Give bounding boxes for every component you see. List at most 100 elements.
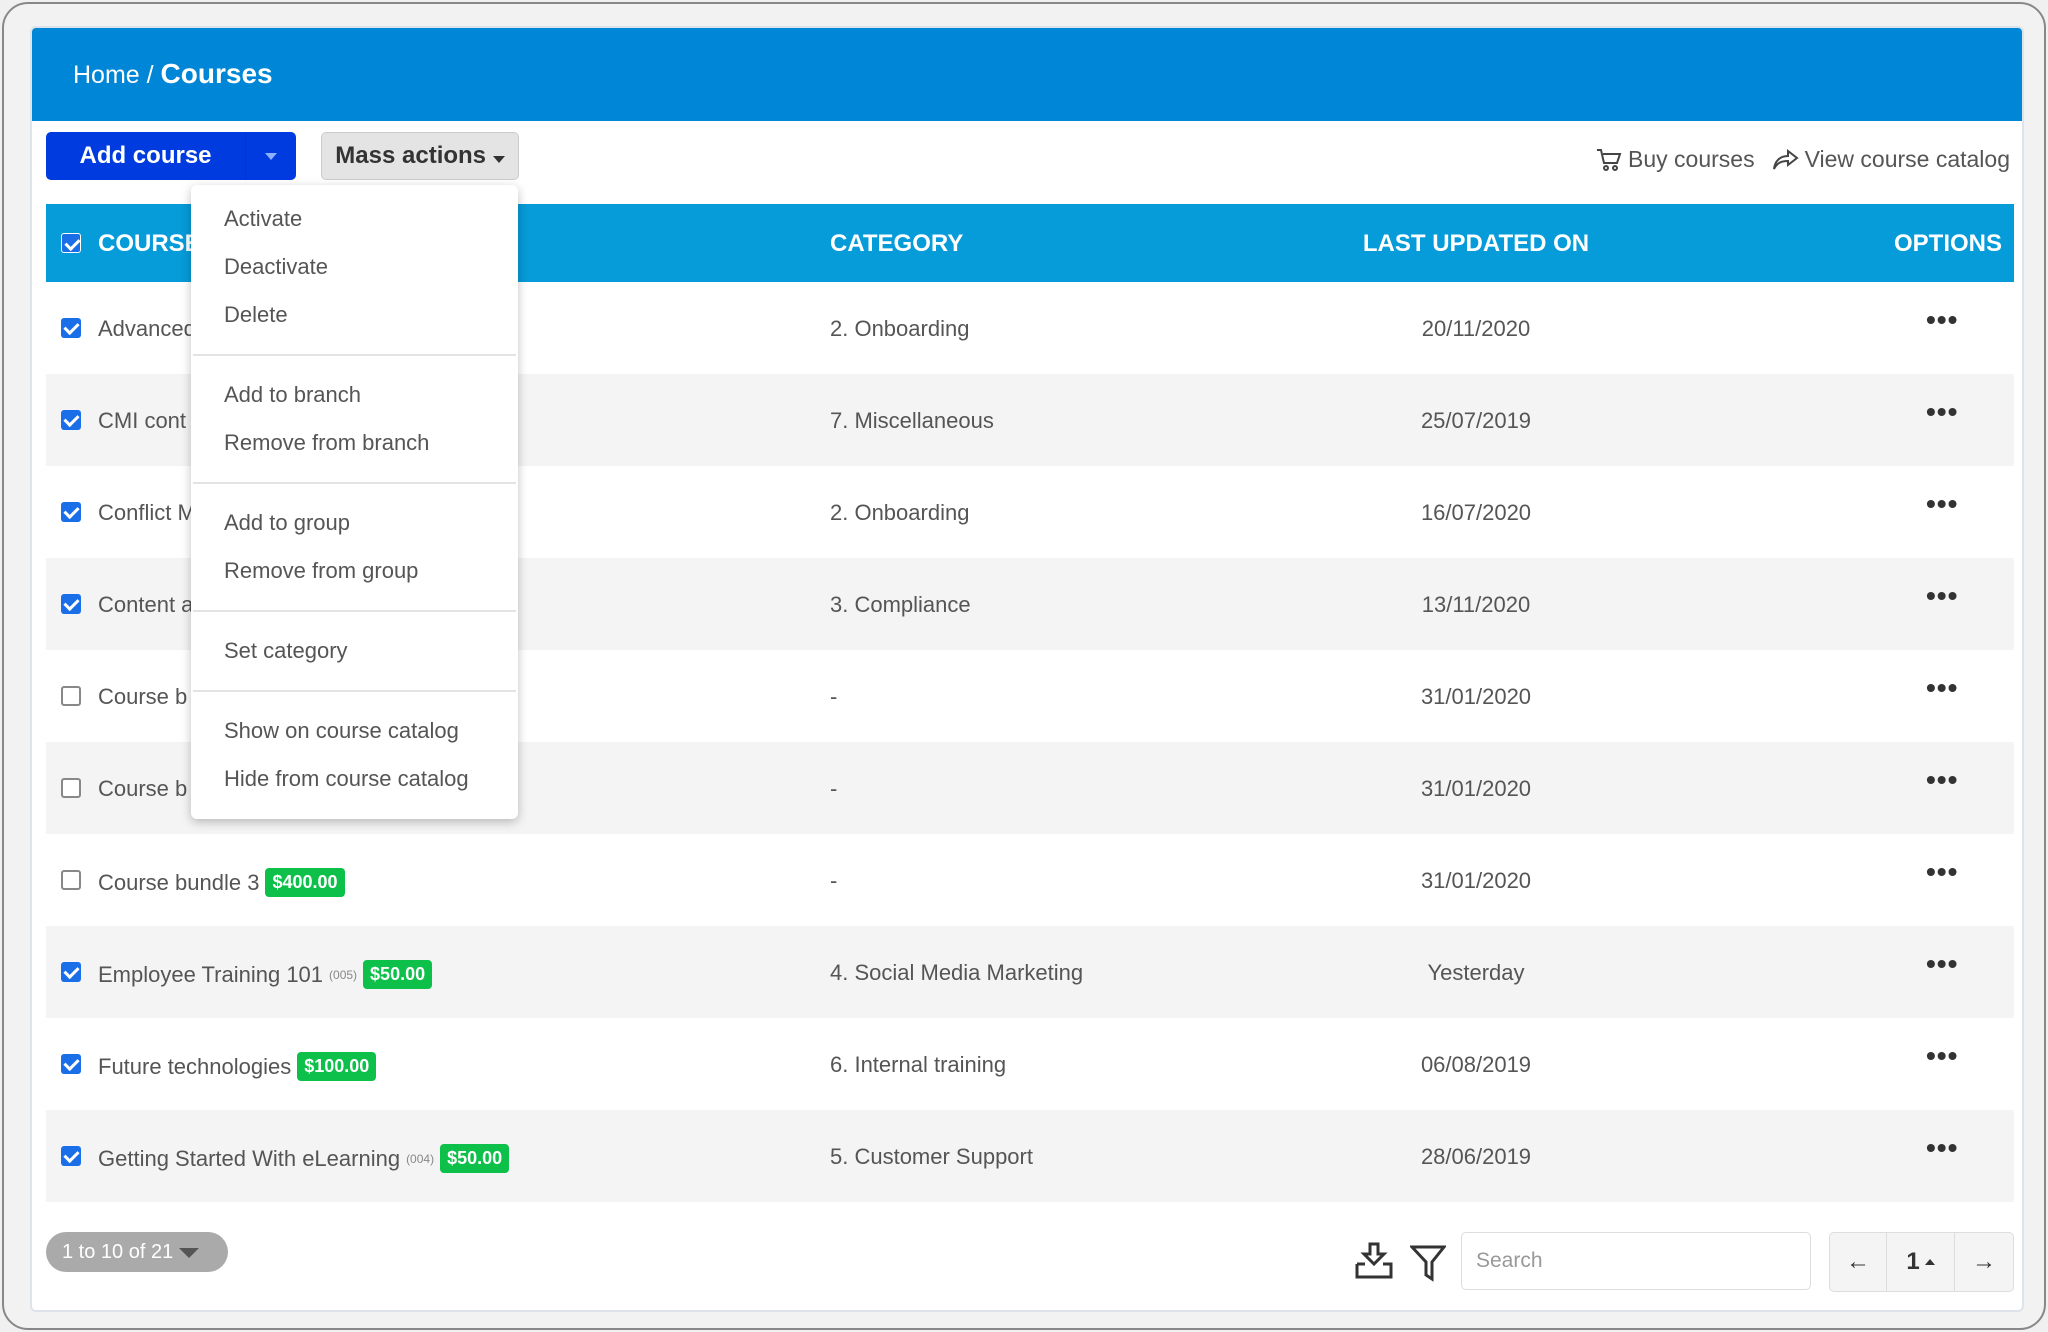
menu-item[interactable]: Activate: [224, 206, 303, 231]
menu-item[interactable]: Remove from group: [224, 558, 419, 583]
table-row[interactable]: Getting Started With eLearning (004) $50.0…: [46, 1110, 2014, 1202]
row-checkbox[interactable]: [61, 870, 81, 890]
breadcrumb-home[interactable]: Home: [73, 61, 140, 89]
add-course-label[interactable]: Add course: [46, 132, 246, 180]
last-updated-cell: 31/01/2020: [1420, 868, 1532, 893]
last-updated-cell: 06/08/2019: [1420, 1052, 1532, 1077]
page-selector[interactable]: 1: [1887, 1233, 1955, 1291]
course-name-cell[interactable]: Future technologies $100.00: [98, 1052, 377, 1081]
current-page: 1: [1906, 1248, 1920, 1275]
course-name[interactable]: Advanced: [98, 316, 196, 341]
column-last-updated[interactable]: LAST UPDATED ON: [1362, 230, 1590, 257]
courses-page: Home / Courses Add course Mass actions B…: [30, 26, 2024, 1312]
breadcrumb-separator: /: [146, 61, 154, 89]
row-checkbox[interactable]: [61, 318, 81, 338]
course-name-cell[interactable]: CMI cont: [98, 408, 186, 434]
options-menu-icon[interactable]: •••: [1926, 396, 1959, 427]
pagination-range-selector[interactable]: 1 to 10 of 21: [46, 1232, 228, 1272]
course-name[interactable]: Future technologies: [98, 1053, 292, 1079]
row-checkbox[interactable]: [61, 778, 81, 798]
course-name[interactable]: Course b: [98, 684, 188, 709]
last-updated-cell: 31/01/2020: [1420, 684, 1532, 709]
menu-item[interactable]: Remove from branch: [224, 430, 430, 455]
course-name-cell[interactable]: Course bundle 3 $400.00: [98, 868, 345, 897]
course-name-cell[interactable]: Employee Training 101 (005) $50.00: [98, 960, 433, 989]
table-row[interactable]: Conflict M 2. Onboarding 16/07/2020 •••: [46, 466, 2014, 558]
add-course-dropdown-toggle[interactable]: [246, 132, 296, 180]
prev-page-button[interactable]: ←: [1830, 1233, 1887, 1291]
table-row[interactable]: Course b - 31/01/2020 •••: [46, 650, 2014, 742]
last-updated-cell: 28/06/2019: [1420, 1144, 1532, 1169]
options-menu-icon[interactable]: •••: [1926, 672, 1959, 703]
select-all-checkbox[interactable]: [61, 233, 81, 253]
menu-item[interactable]: Deactivate: [224, 254, 328, 279]
table-row[interactable]: Course bundle 3 $400.00 - 31/01/2020 •••: [46, 834, 2014, 926]
menu-item[interactable]: Delete: [224, 302, 288, 327]
mass-actions-button[interactable]: Mass actions: [321, 132, 519, 180]
options-menu-icon[interactable]: •••: [1926, 764, 1959, 795]
menu-item[interactable]: Set category: [224, 638, 348, 663]
menu-item[interactable]: Add to group: [224, 510, 350, 535]
row-checkbox[interactable]: [61, 502, 81, 522]
options-menu-icon[interactable]: •••: [1926, 856, 1959, 887]
options-menu-icon[interactable]: •••: [1926, 580, 1959, 611]
last-updated-cell: Yesterday: [1427, 960, 1525, 985]
options-menu-icon[interactable]: •••: [1926, 488, 1959, 519]
category-cell: 6. Internal training: [830, 1052, 1007, 1077]
course-name[interactable]: Course b: [98, 776, 188, 801]
course-name-cell[interactable]: Course b: [98, 684, 187, 710]
category-cell: -: [830, 684, 838, 709]
course-name-cell[interactable]: Content a: [98, 592, 193, 618]
course-code: (004): [406, 1151, 435, 1166]
course-name-cell[interactable]: Getting Started With eLearning (004) $50.0…: [98, 1144, 510, 1173]
table-row[interactable]: Advanced 2. Onboarding 20/11/2020 •••: [46, 282, 2014, 374]
export-icon[interactable]: [1354, 1242, 1394, 1280]
table-row[interactable]: Employee Training 101 (005) $50.00 4. Soci…: [46, 926, 2014, 1018]
buy-courses-link[interactable]: Buy courses: [1596, 146, 1755, 173]
menu-item[interactable]: Show on course catalog: [224, 718, 459, 743]
price-badge: $50.00: [440, 1144, 510, 1173]
menu-item[interactable]: Hide from course catalog: [224, 766, 469, 791]
course-name-cell[interactable]: Advanced: [98, 316, 196, 342]
course-name[interactable]: Employee Training 101: [98, 961, 324, 987]
course-name-cell[interactable]: Course b: [98, 776, 187, 802]
row-checkbox[interactable]: [61, 594, 81, 614]
row-checkbox[interactable]: [61, 1146, 81, 1166]
search-input[interactable]: [1461, 1232, 1811, 1290]
options-menu-icon[interactable]: •••: [1926, 1040, 1959, 1071]
course-name[interactable]: Getting Started With eLearning: [98, 1145, 401, 1171]
breadcrumb-current: Courses: [160, 58, 273, 89]
column-course[interactable]: COURSE: [98, 230, 201, 257]
course-name[interactable]: Conflict M: [98, 500, 196, 525]
menu-item[interactable]: Add to branch: [224, 382, 361, 407]
options-menu-icon[interactable]: •••: [1926, 304, 1959, 335]
filter-icon[interactable]: [1410, 1244, 1446, 1282]
category-cell: 2. Onboarding: [830, 500, 970, 525]
course-name[interactable]: CMI cont: [98, 408, 187, 433]
row-checkbox[interactable]: [61, 410, 81, 430]
view-catalog-label: View course catalog: [1804, 146, 2010, 172]
last-updated-cell: 16/07/2020: [1420, 500, 1532, 525]
row-checkbox[interactable]: [61, 686, 81, 706]
page-header: Home / Courses: [32, 28, 2022, 121]
row-checkbox[interactable]: [61, 962, 81, 982]
row-checkbox[interactable]: [61, 1054, 81, 1074]
view-course-catalog-link[interactable]: View course catalog: [1772, 146, 2010, 173]
range-label: 1 to 10 of 21: [62, 1241, 174, 1263]
pagination: ← 1 →: [1829, 1232, 2014, 1292]
category-cell: -: [830, 868, 838, 893]
price-badge: $100.00: [297, 1052, 377, 1081]
column-category[interactable]: CATEGORY: [830, 230, 964, 257]
options-menu-icon[interactable]: •••: [1926, 1132, 1959, 1163]
course-name-cell[interactable]: Conflict M: [98, 500, 196, 526]
course-name[interactable]: Content a: [98, 592, 194, 617]
menu-divider: [193, 690, 516, 692]
add-course-button[interactable]: Add course: [46, 132, 296, 180]
next-page-button[interactable]: →: [1972, 1248, 1996, 1275]
course-name[interactable]: Course bundle 3: [98, 869, 260, 895]
options-menu-icon[interactable]: •••: [1926, 948, 1959, 979]
menu-divider: [193, 610, 516, 612]
table-row[interactable]: Future technologies $100.00 6. Internal t…: [46, 1018, 2014, 1110]
share-icon: [1772, 148, 1799, 169]
